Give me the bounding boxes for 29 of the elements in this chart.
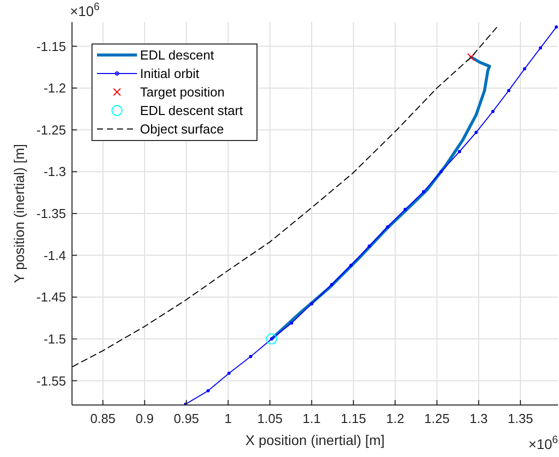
text: ×10$^{6}$: [70, 1, 100, 19]
legend-label: Object surface: [140, 122, 224, 137]
x-tick-label: 0.95: [174, 411, 200, 426]
y-tick-label: -1.45: [36, 290, 66, 305]
x-tick-label: 0.85: [90, 411, 116, 426]
x-tick-label: 1.35: [508, 411, 534, 426]
y-tick-label: -1.55: [36, 373, 66, 388]
y-tick-label: -1.35: [36, 206, 66, 222]
y-tick-label: -1.5: [44, 331, 66, 346]
x-axis-title: X position (inertial) [m]: [245, 432, 385, 448]
legend-label: EDL descent start: [140, 103, 244, 118]
y-tick-label: -1.25: [36, 122, 66, 138]
x-tick-label: 1.05: [257, 411, 283, 426]
x-tick-label: 1.3: [470, 411, 488, 426]
y-tick-label: -1.3: [44, 164, 66, 180]
y-tick-label: -1.15: [36, 38, 66, 54]
text: ×10$^{6}$: [528, 434, 558, 452]
x-tick-label: 1: [224, 411, 232, 426]
y-axis-title: Y position (inertial) [m]: [11, 144, 27, 284]
x-tick-label: 1.2: [386, 411, 404, 426]
legend-label: EDL descent: [140, 48, 214, 63]
legend-label: Initial orbit: [140, 66, 200, 82]
x-tick-label: 1.25: [424, 411, 450, 426]
y-tick-label: -1.4: [44, 248, 66, 263]
legend-label: Target position: [140, 84, 225, 100]
x-tick-label: 1.1: [302, 411, 321, 426]
y-tick-label: -1.2: [44, 80, 66, 96]
x-tick-label: 1.15: [340, 411, 366, 426]
x-tick-label: 0.9: [136, 411, 154, 426]
